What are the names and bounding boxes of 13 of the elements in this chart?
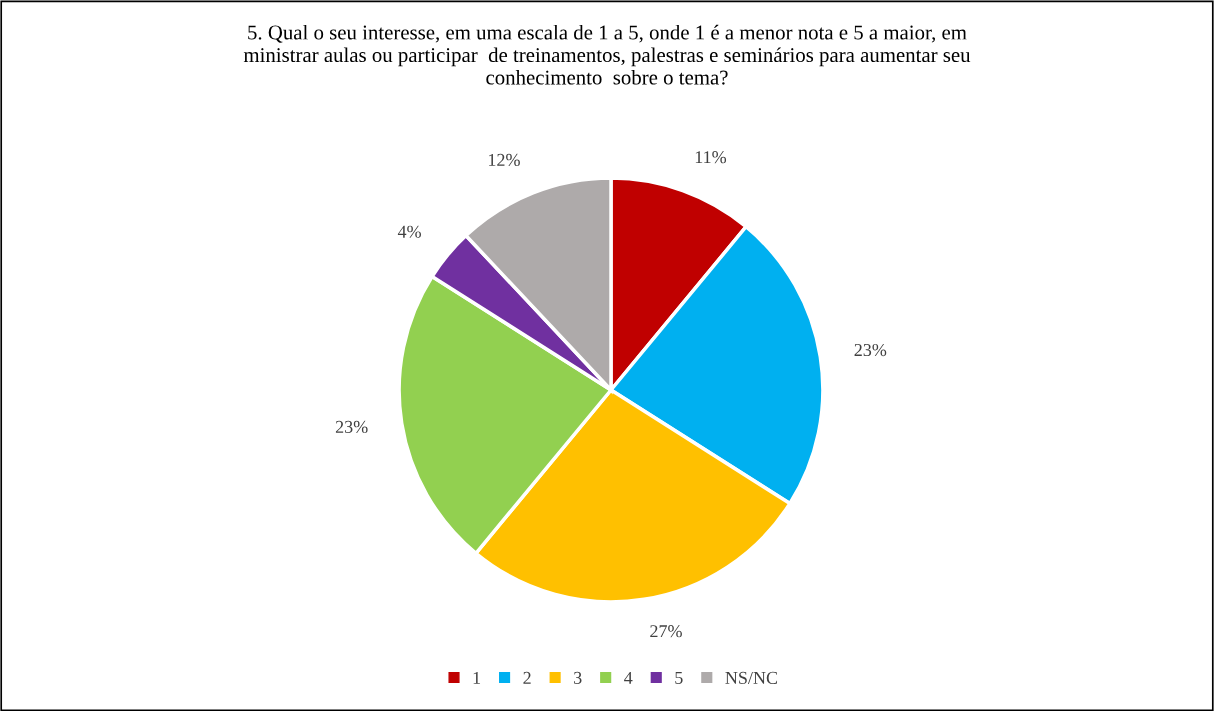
data-label: 4% [397, 225, 421, 238]
legend-label: NS/NC [725, 671, 778, 684]
data-label: 23% [335, 420, 368, 434]
legend-label: 5 [675, 671, 683, 684]
legend-label: 2 [523, 671, 531, 684]
data-label: 23% [854, 343, 887, 357]
chart-title: 5. Qual o seu interesse, em uma escala de 1 a 5, onde 1 é a menor nota e 5 a maior, em ministrar aulas ou participar de treinamentos, palestras e seminários para aumentar seu conhecimento sobre o tema? [243, 24, 971, 85]
legend-label: 4 [624, 671, 633, 684]
data-label: 11% [695, 151, 727, 164]
legend-label: 1 [473, 671, 481, 684]
legend-label: 3 [574, 671, 582, 684]
data-label: 27% [650, 625, 682, 638]
data-label: 12% [489, 153, 520, 167]
